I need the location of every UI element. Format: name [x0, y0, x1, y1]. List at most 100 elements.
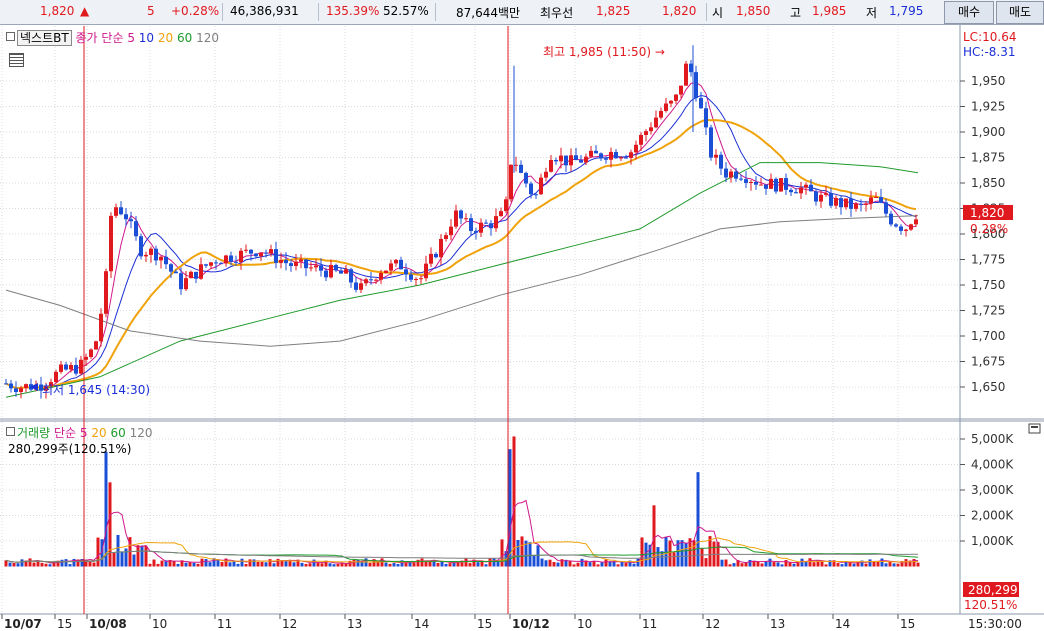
candle-body: [314, 265, 318, 268]
candle-body: [304, 259, 308, 269]
candle-body: [19, 388, 23, 392]
price-tick-label: 1,950: [971, 74, 1005, 88]
high-price: 1,985: [812, 4, 847, 18]
volume-bar: [752, 560, 756, 567]
volume-bar: [612, 561, 616, 567]
volume-bar: [168, 559, 172, 567]
volume-bar: [232, 561, 236, 567]
checkbox-icon[interactable]: [6, 427, 15, 436]
volume-bar: [384, 562, 388, 567]
x-tick-label: 12: [282, 617, 297, 631]
volume-bar: [880, 558, 884, 567]
x-tick-label: 10: [577, 617, 592, 631]
candle-body: [249, 249, 253, 254]
candle-body: [899, 226, 903, 231]
buy-button[interactable]: 매수: [944, 1, 994, 24]
candle-body: [469, 218, 473, 231]
maximize-icon[interactable]: [1028, 423, 1041, 434]
stock-name[interactable]: 넥스트BT: [17, 30, 72, 46]
volume-bar: [212, 558, 216, 567]
volume-tick-label: 4,000K: [971, 458, 1014, 472]
candle-body: [309, 267, 313, 269]
volume-bar: [176, 563, 180, 567]
volume-bar: [4, 560, 8, 567]
candle-body: [434, 253, 438, 258]
x-tick-label: 14: [414, 617, 429, 631]
open-price: 1,850: [736, 4, 771, 18]
volume-bar: [596, 564, 600, 567]
volume-bar: [344, 563, 348, 567]
volume-bar: [568, 560, 572, 567]
volume-bar: [308, 563, 312, 567]
volume-bar: [788, 562, 792, 567]
x-tick-label: 11: [642, 617, 657, 631]
grid-table-icon[interactable]: [9, 53, 24, 67]
volume-bar: [512, 436, 516, 567]
volume-title[interactable]: 거래량: [17, 426, 51, 440]
price-tick-label: 1,875: [971, 151, 1005, 165]
candle-body: [594, 150, 598, 154]
volume-bar: [860, 560, 864, 567]
volume-bar: [388, 563, 392, 567]
volume-bar: [112, 552, 116, 567]
volume-bar: [684, 542, 688, 567]
volume-bar: [60, 559, 64, 567]
hc-label: HC:-8.31: [963, 45, 1016, 59]
volume-bar: [748, 559, 752, 567]
volume-bar: [676, 540, 680, 567]
volume-tick-label: 2,000K: [971, 509, 1014, 523]
candle-body: [184, 278, 188, 290]
candle-body: [114, 207, 118, 216]
candle-body: [819, 194, 823, 202]
volume-bar: [52, 561, 56, 567]
candle-body: [799, 187, 803, 194]
sell-button[interactable]: 매도: [996, 1, 1044, 24]
volume-bar: [892, 563, 896, 567]
candle-body: [479, 222, 483, 233]
volume-bar: [528, 542, 532, 567]
high-label: 고: [790, 6, 802, 20]
last-price-tag: [963, 205, 1013, 220]
candle-body: [334, 264, 338, 271]
volume-bar: [20, 559, 24, 567]
ma20-line: [5, 118, 917, 389]
candle-body: [679, 85, 683, 95]
vol-ma20: 20: [91, 426, 107, 440]
candle-body: [674, 94, 678, 101]
volume-bar: [436, 562, 440, 567]
volume-bar: [472, 559, 476, 567]
volume-bar: [300, 562, 304, 567]
volume-bar: [908, 560, 912, 567]
candle-body: [274, 249, 278, 263]
volume-bar: [736, 560, 740, 567]
candle-body: [659, 110, 663, 118]
candle-body: [79, 359, 83, 374]
volume-bar: [844, 561, 848, 567]
last-price-tag-text: 1,820: [970, 206, 1004, 220]
candle-body: [624, 157, 628, 159]
candle-body: [414, 279, 418, 281]
volume-bar: [236, 563, 240, 567]
volume-bar: [284, 561, 288, 567]
checkbox-icon[interactable]: [6, 32, 15, 41]
candle-body: [239, 250, 243, 263]
candle-body: [739, 178, 743, 180]
volume-bar: [264, 562, 268, 567]
volume-bar: [312, 559, 316, 567]
candle-body: [484, 222, 488, 224]
candle-body: [459, 210, 463, 219]
volume-bar: [272, 563, 276, 567]
price-tick-label: 1,700: [971, 329, 1005, 343]
volume-bar: [360, 562, 364, 567]
candle-body: [714, 154, 718, 158]
volume-bar: [124, 548, 128, 567]
volume-bar: [116, 534, 120, 567]
volume-bar: [584, 560, 588, 567]
volume-bar: [500, 539, 504, 567]
x-tick-label: 15: [900, 617, 915, 631]
volume-bar: [84, 559, 88, 567]
candle-body: [609, 151, 613, 160]
turnover-rate: 52.57%: [383, 4, 429, 18]
x-tick-label: 13: [347, 617, 362, 631]
